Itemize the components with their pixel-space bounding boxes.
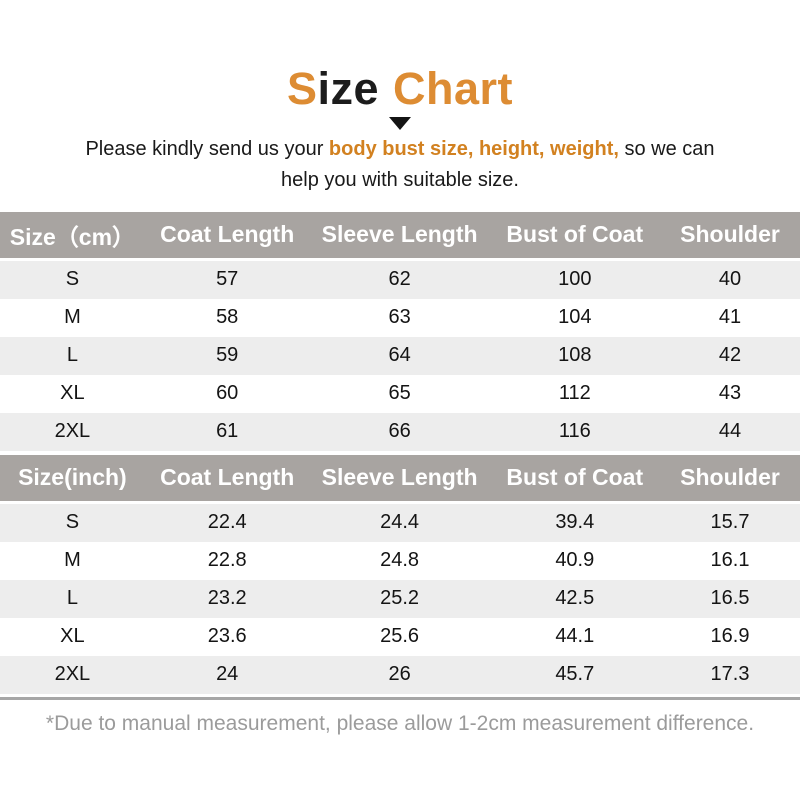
- table-cell: 100: [558, 268, 592, 290]
- table-row: M 58 63 104 41: [0, 298, 800, 337]
- table-cell: 104: [558, 306, 592, 328]
- table-cell: 58: [216, 306, 239, 328]
- table-cell: 16.9: [710, 625, 750, 647]
- divider-line: [0, 696, 800, 700]
- table-row: XL 23.6 25.6 44.1 16.9: [0, 617, 800, 656]
- subtitle-highlight: body bust size, height, weight,: [328, 137, 619, 160]
- table-cell: 61: [216, 420, 239, 442]
- column-header-shoulder: Shoulder: [659, 454, 800, 504]
- table-row: XL 60 65 112 43: [0, 374, 800, 413]
- table-cell: 62: [388, 268, 411, 290]
- table-cell: 2XL: [54, 663, 91, 685]
- table-cell: 57: [216, 268, 239, 290]
- table-cell: 23.6: [207, 625, 247, 647]
- footnote: *Due to manual measurement, please allow…: [45, 711, 755, 735]
- table-cell: M: [64, 306, 81, 328]
- table-cell: 24.4: [380, 511, 420, 533]
- triangle-down-icon: [389, 116, 411, 130]
- table-cell: 25.6: [380, 625, 420, 647]
- table-cell: 22.8: [207, 549, 247, 571]
- table-cell: 16.1: [710, 549, 750, 571]
- table-cell: 116: [558, 420, 591, 442]
- table-cell: 22.4: [207, 511, 247, 533]
- table-row: L 23.2 25.2 42.5 16.5: [0, 579, 800, 618]
- table-cell: 44: [718, 420, 742, 442]
- table-cell: 108: [558, 344, 592, 366]
- table-row: S 22.4 24.4 39.4 15.7: [0, 502, 800, 542]
- table-cell: 25.2: [380, 587, 420, 609]
- table-cell: 41: [718, 306, 742, 328]
- table-cell: L: [66, 344, 78, 366]
- column-header-bust-of-coat: Bust of Coat: [489, 454, 660, 504]
- column-header-size-inch: Size(inch): [0, 454, 145, 504]
- subtitle: Please kindly send us your body bust siz…: [60, 134, 740, 196]
- table-cell: 42.5: [555, 587, 595, 609]
- table-cell: XL: [60, 382, 85, 404]
- column-header-sleeve-length: Sleeve Length: [309, 211, 490, 261]
- table-header-row-cm: Size（cm） Coat Length Sleeve Length Bust …: [0, 211, 800, 261]
- table-cell: 112: [558, 382, 591, 404]
- table-cell: L: [66, 587, 78, 609]
- table-cell: 66: [388, 420, 411, 442]
- table-cell: 24: [216, 663, 239, 685]
- page-title: Size Chart: [0, 0, 800, 114]
- table-cell: 15.7: [710, 511, 750, 533]
- column-header-coat-length: Coat Length: [144, 211, 310, 261]
- table-row: 2XL 24 26 45.7 17.3: [0, 655, 800, 694]
- table-cell: 42: [718, 344, 742, 366]
- table-cell: 40: [718, 268, 742, 290]
- table-cell: 26: [388, 663, 411, 685]
- table-cell: S: [65, 268, 80, 290]
- table-row: M 22.8 24.8 40.9 16.1: [0, 541, 800, 580]
- table-cell: 59: [216, 344, 239, 366]
- title-letter-s: S: [286, 63, 318, 114]
- column-header-bust-of-coat: Bust of Coat: [489, 211, 660, 261]
- table-cell: 2XL: [54, 420, 91, 442]
- table-header-row-inch: Size(inch) Coat Length Sleeve Length Bus…: [0, 454, 800, 504]
- table-cell: M: [64, 549, 81, 571]
- table-row: 2XL 61 66 116 44: [0, 412, 800, 451]
- table-cell: 64: [388, 344, 411, 366]
- table-cell: 44.1: [555, 625, 595, 647]
- table-cell: 43: [718, 382, 742, 404]
- table-cell: 40.9: [555, 549, 595, 571]
- table-cell: 63: [388, 306, 411, 328]
- table-cell: 24.8: [380, 549, 420, 571]
- size-table-inch: Size(inch) Coat Length Sleeve Length Bus…: [0, 454, 800, 694]
- table-cell: 65: [388, 382, 411, 404]
- size-table-cm: Size（cm） Coat Length Sleeve Length Bust …: [0, 211, 800, 451]
- column-header-size-cm: Size（cm）: [0, 211, 145, 261]
- subtitle-text-after: so we can: [618, 137, 715, 160]
- column-header-sleeve-length: Sleeve Length: [309, 454, 490, 504]
- column-header-shoulder: Shoulder: [659, 211, 800, 261]
- table-cell: S: [65, 511, 80, 533]
- table-row: L 59 64 108 42: [0, 336, 800, 375]
- table-cell: 17.3: [710, 663, 750, 685]
- subtitle-line2: help you with suitable size.: [281, 168, 519, 191]
- table-cell: XL: [60, 625, 85, 647]
- table-cell: 16.5: [710, 587, 750, 609]
- table-cell: 39.4: [555, 511, 595, 533]
- title-word-size-rest: ize: [317, 63, 380, 114]
- table-cell: 60: [216, 382, 239, 404]
- table-row: S 57 62 100 40: [0, 259, 800, 299]
- table-cell: 45.7: [555, 663, 595, 685]
- table-cell: 23.2: [207, 587, 247, 609]
- subtitle-text-before: Please kindly send us your: [85, 137, 329, 160]
- column-header-coat-length: Coat Length: [144, 454, 310, 504]
- title-word-chart: Chart: [393, 63, 514, 114]
